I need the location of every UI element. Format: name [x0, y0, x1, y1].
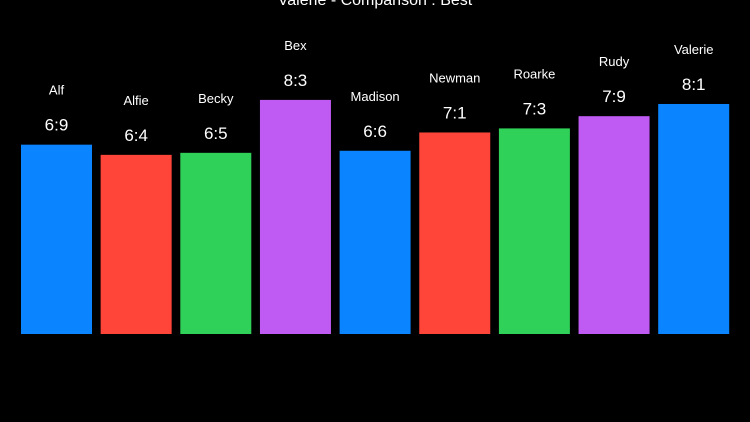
- bar: [339, 150, 411, 334]
- bar: [180, 152, 252, 334]
- value-label: 7:1: [443, 103, 467, 122]
- bar: [658, 103, 730, 334]
- bar-name: Valerie: [674, 42, 714, 57]
- bar: [100, 154, 172, 334]
- bar-name: Alf: [49, 83, 65, 98]
- bar: [419, 132, 491, 334]
- bar-name: Madison: [351, 89, 400, 104]
- bar-name: Bex: [284, 38, 307, 53]
- bar: [498, 128, 570, 334]
- value-label: 8:1: [682, 75, 706, 94]
- bar: [259, 99, 331, 334]
- value-label: 8:3: [284, 71, 308, 90]
- bar-name: Newman: [429, 70, 480, 85]
- bar: [21, 144, 92, 334]
- bar: [578, 116, 650, 334]
- value-label: 7:9: [602, 87, 626, 106]
- value-label: 7:3: [523, 99, 547, 118]
- value-label: 6:6: [363, 122, 387, 141]
- value-label: 6:4: [124, 126, 148, 145]
- bar-name: Alfie: [124, 93, 149, 108]
- chart-title: Valerie - Comparison : Best: [278, 0, 473, 9]
- bar-name: Becky: [198, 91, 234, 106]
- value-label: 6:5: [204, 124, 228, 143]
- value-label: 6:9: [45, 116, 69, 135]
- bar-name: Rudy: [599, 54, 630, 69]
- bar-name: Roarke: [513, 66, 555, 81]
